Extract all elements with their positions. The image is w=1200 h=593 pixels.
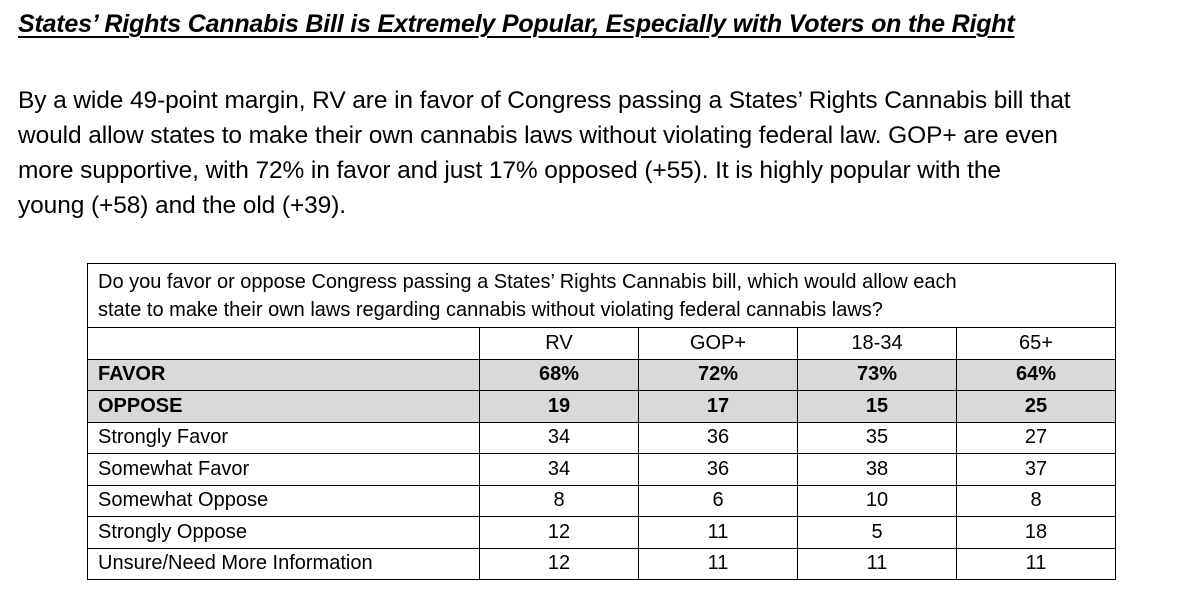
summary-line: young (+58) and the old (+39). (18, 192, 346, 219)
table-cell: 68% (479, 358, 639, 391)
row-label: FAVOR (87, 358, 480, 391)
question-row: Do you favor or oppose Congress passing … (86, 263, 1117, 328)
table-cell: 64% (955, 358, 1117, 391)
table-cell: 25 (955, 390, 1117, 423)
table-cell: 27 (955, 421, 1117, 454)
table-cell: 36 (638, 421, 798, 454)
table-row: OPPOSE 19 17 15 25 (87, 390, 1117, 423)
summary-line: would allow states to make their own can… (18, 122, 1058, 149)
row-label: Somewhat Favor (87, 453, 480, 486)
table-cell: 6 (638, 484, 798, 517)
table-row: FAVOR 68% 72% 73% 64% (87, 358, 1117, 391)
row-label: Strongly Favor (87, 421, 480, 454)
table-cell: 35 (797, 421, 957, 454)
table-cell: 8 (955, 484, 1117, 517)
column-header-18-34: 18-34 (797, 327, 957, 360)
table-cell: 34 (479, 421, 639, 454)
table-cell: 37 (955, 453, 1117, 486)
row-label: Somewhat Oppose (87, 484, 480, 517)
row-label: OPPOSE (87, 390, 480, 423)
summary-line: By a wide 49-point margin, RV are in fav… (18, 87, 1071, 114)
page-title: States’ Rights Cannabis Bill is Extremel… (18, 10, 1015, 38)
question-line: state to make their own laws regarding c… (98, 299, 883, 321)
table-cell: 17 (638, 390, 798, 423)
table-cell: 19 (479, 390, 639, 423)
summary-paragraph: By a wide 49-point margin, RV are in fav… (18, 83, 1188, 223)
header-row: RV GOP+ 18-34 65+ (87, 327, 1117, 360)
table-row: Unsure/Need More Information 12 11 11 11 (87, 547, 1117, 580)
poll-results-table: Do you favor or oppose Congress passing … (86, 263, 1117, 580)
header-empty-cell (87, 327, 480, 360)
survey-question: Do you favor or oppose Congress passing … (86, 263, 1117, 328)
table-cell: 34 (479, 453, 639, 486)
table-row: Strongly Favor 34 36 35 27 (87, 421, 1117, 454)
table-row: Somewhat Oppose 8 6 10 8 (87, 484, 1117, 517)
table-cell: 15 (797, 390, 957, 423)
table-cell: 5 (797, 516, 957, 549)
table-cell: 8 (479, 484, 639, 517)
table-cell: 10 (797, 484, 957, 517)
column-header-gop: GOP+ (638, 327, 798, 360)
table-cell: 18 (955, 516, 1117, 549)
summary-line: more supportive, with 72% in favor and j… (18, 157, 1001, 184)
table-row: Strongly Oppose 12 11 5 18 (87, 516, 1117, 549)
column-header-65-plus: 65+ (955, 327, 1117, 360)
table-cell: 36 (638, 453, 798, 486)
table-cell: 73% (797, 358, 957, 391)
question-line: Do you favor or oppose Congress passing … (98, 271, 957, 293)
column-header-rv: RV (479, 327, 639, 360)
table-cell: 11 (797, 547, 957, 580)
table-cell: 12 (479, 547, 639, 580)
row-label: Strongly Oppose (87, 516, 480, 549)
table-cell: 12 (479, 516, 639, 549)
table-cell: 11 (638, 547, 798, 580)
table-cell: 38 (797, 453, 957, 486)
table-cell: 11 (638, 516, 798, 549)
table-cell: 11 (955, 547, 1117, 580)
table-cell: 72% (638, 358, 798, 391)
row-label: Unsure/Need More Information (87, 547, 480, 580)
table-row: Somewhat Favor 34 36 38 37 (87, 453, 1117, 486)
